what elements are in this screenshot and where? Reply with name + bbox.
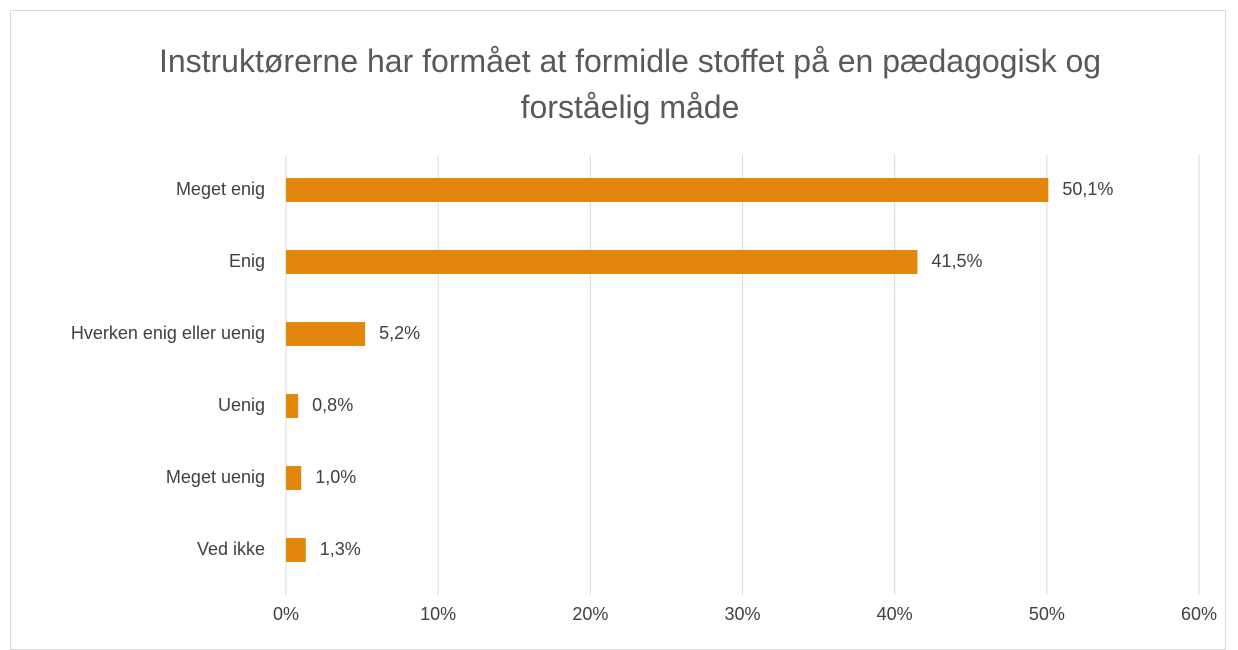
y-tick-label: Hverken enig eller uenig [71, 323, 265, 343]
x-tick-label: 60% [1181, 604, 1217, 624]
data-label: 1,0% [315, 467, 356, 487]
x-tick-label: 20% [572, 604, 608, 624]
data-label: 5,2% [379, 323, 420, 343]
y-tick-label: Uenig [218, 395, 265, 415]
y-tick-label: Meget uenig [166, 467, 265, 487]
y-tick-label: Meget enig [176, 179, 265, 199]
x-tick-label: 50% [1029, 604, 1065, 624]
x-tick-label: 40% [877, 604, 913, 624]
bar [286, 178, 1049, 202]
x-tick-label: 30% [724, 604, 760, 624]
bar [286, 538, 306, 562]
bar [286, 250, 918, 274]
chart-title: Instruktørerne har formået at formidle s… [158, 43, 1102, 125]
y-tick-label: Enig [229, 251, 265, 271]
bar [286, 322, 366, 346]
data-label: 0,8% [312, 395, 353, 415]
bar [286, 466, 302, 490]
data-label: 1,3% [320, 539, 361, 559]
data-label: 41,5% [931, 251, 982, 271]
data-label: 50,1% [1062, 179, 1113, 199]
x-tick-label: 10% [420, 604, 456, 624]
bar [286, 394, 299, 418]
x-tick-label: 0% [273, 604, 299, 624]
y-tick-label: Ved ikke [197, 539, 265, 559]
